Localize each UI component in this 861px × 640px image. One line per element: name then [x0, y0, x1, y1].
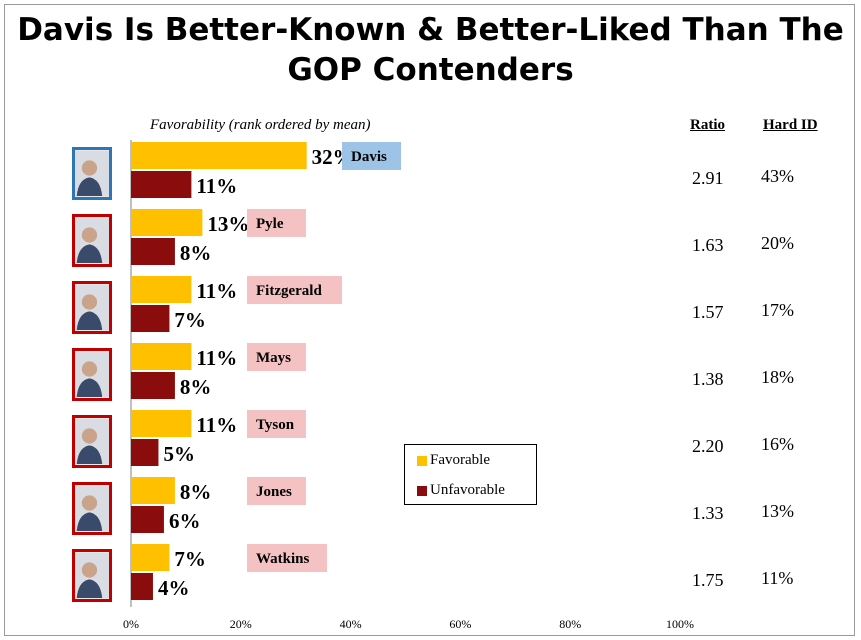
candidate-photo-icon: [72, 482, 112, 535]
ratio-value: 1.75: [692, 570, 724, 590]
candidate-photo-icon: [72, 214, 112, 267]
favorable-bar: [131, 209, 203, 236]
slide-title: Davis Is Better-Known & Better-Liked Tha…: [17, 12, 844, 88]
candidate-name-label: Mays: [256, 350, 291, 366]
person-silhouette-icon: [75, 217, 109, 264]
candidate-name-tag: [247, 276, 342, 304]
unfavorable-data-label: 5%: [163, 442, 195, 466]
candidate-name-label: Tyson: [256, 417, 295, 433]
hard-id-column-header: Hard ID: [763, 117, 818, 133]
slide-frame: [4, 4, 855, 636]
favorable-data-label: 8%: [180, 480, 212, 504]
favorable-data-label: 11%: [196, 279, 237, 303]
legend-item-unfavorable: Unfavorable: [417, 482, 505, 499]
ratio-value: 2.20: [692, 436, 724, 456]
unfavorable-data-label: 8%: [180, 375, 212, 399]
unfavorable-bar: [131, 238, 175, 265]
unfavorable-bar: [131, 372, 175, 399]
unfavorable-data-label: 8%: [180, 241, 212, 265]
person-silhouette-icon: [75, 418, 109, 465]
candidate-name-tag: [247, 410, 306, 438]
favorable-bar: [131, 410, 192, 437]
favorable-data-label: 7%: [174, 547, 206, 571]
unfavorable-data-label: 11%: [196, 174, 237, 198]
ratio-column-header: Ratio: [690, 117, 725, 133]
chart-legend: Favorable Unfavorable: [404, 444, 537, 505]
favorable-bar: [131, 276, 192, 303]
candidate-name-tag: [247, 343, 306, 371]
legend-label-favorable: Favorable: [430, 452, 490, 468]
unfavorable-bar: [131, 305, 170, 332]
x-tick-label: 80%: [559, 617, 581, 631]
person-silhouette-icon: [75, 552, 109, 599]
ratio-value: 2.91: [692, 168, 724, 188]
legend-swatch-favorable: [417, 455, 427, 466]
x-tick-label: 20%: [230, 617, 252, 631]
ratio-value: 1.38: [692, 369, 724, 389]
hard-id-value: 18%: [761, 367, 794, 387]
x-tick-label: 40%: [340, 617, 362, 631]
candidate-name-label: Fitzgerald: [256, 283, 322, 299]
unfavorable-bar: [131, 171, 192, 198]
unfavorable-data-label: 7%: [174, 308, 206, 332]
candidate-photo-icon: [72, 549, 112, 602]
hard-id-value: 11%: [761, 568, 794, 588]
ratio-value: 1.57: [692, 302, 724, 322]
favorable-bar: [131, 477, 175, 504]
candidate-name-tag: [247, 209, 306, 237]
person-silhouette-icon: [75, 351, 109, 398]
favorable-data-label: 11%: [196, 413, 237, 437]
candidate-name-tag: [247, 477, 306, 505]
unfavorable-bar: [131, 573, 153, 600]
person-silhouette-icon: [75, 284, 109, 331]
candidate-name-tag: [342, 142, 401, 170]
ratio-value: 1.63: [692, 235, 724, 255]
favorable-bar: [131, 142, 307, 169]
chart-subtitle: Favorability (rank ordered by mean): [150, 117, 371, 133]
unfavorable-bar: [131, 506, 164, 533]
candidate-name-tag: [247, 544, 327, 572]
x-tick-label: 60%: [449, 617, 471, 631]
hard-id-value: 13%: [761, 501, 794, 521]
x-tick-label: 100%: [666, 617, 694, 631]
candidate-name-label: Watkins: [256, 551, 310, 567]
hard-id-value: 20%: [761, 233, 794, 253]
legend-swatch-unfavorable: [417, 485, 427, 496]
candidate-name-label: Jones: [256, 484, 292, 500]
candidate-photo-icon: [72, 281, 112, 334]
person-silhouette-icon: [75, 485, 109, 532]
candidate-photo-icon: [72, 415, 112, 468]
favorable-data-label: 11%: [196, 346, 237, 370]
x-tick-label: 0%: [123, 617, 139, 631]
person-silhouette-icon: [75, 150, 109, 197]
favorable-bar: [131, 343, 192, 370]
legend-item-favorable: Favorable: [417, 452, 490, 469]
candidate-name-label: Davis: [351, 149, 387, 165]
favorable-bar: [131, 544, 170, 571]
unfavorable-data-label: 6%: [169, 509, 201, 533]
hard-id-value: 17%: [761, 300, 794, 320]
candidate-photo-icon: [72, 147, 112, 200]
favorable-data-label: 13%: [207, 212, 249, 236]
hard-id-value: 16%: [761, 434, 794, 454]
candidate-photo-icon: [72, 348, 112, 401]
hard-id-value: 43%: [761, 166, 794, 186]
legend-label-unfavorable: Unfavorable: [430, 482, 505, 498]
unfavorable-bar: [131, 439, 159, 466]
ratio-value: 1.33: [692, 503, 724, 523]
unfavorable-data-label: 4%: [158, 576, 190, 600]
candidate-name-label: Pyle: [256, 216, 284, 232]
